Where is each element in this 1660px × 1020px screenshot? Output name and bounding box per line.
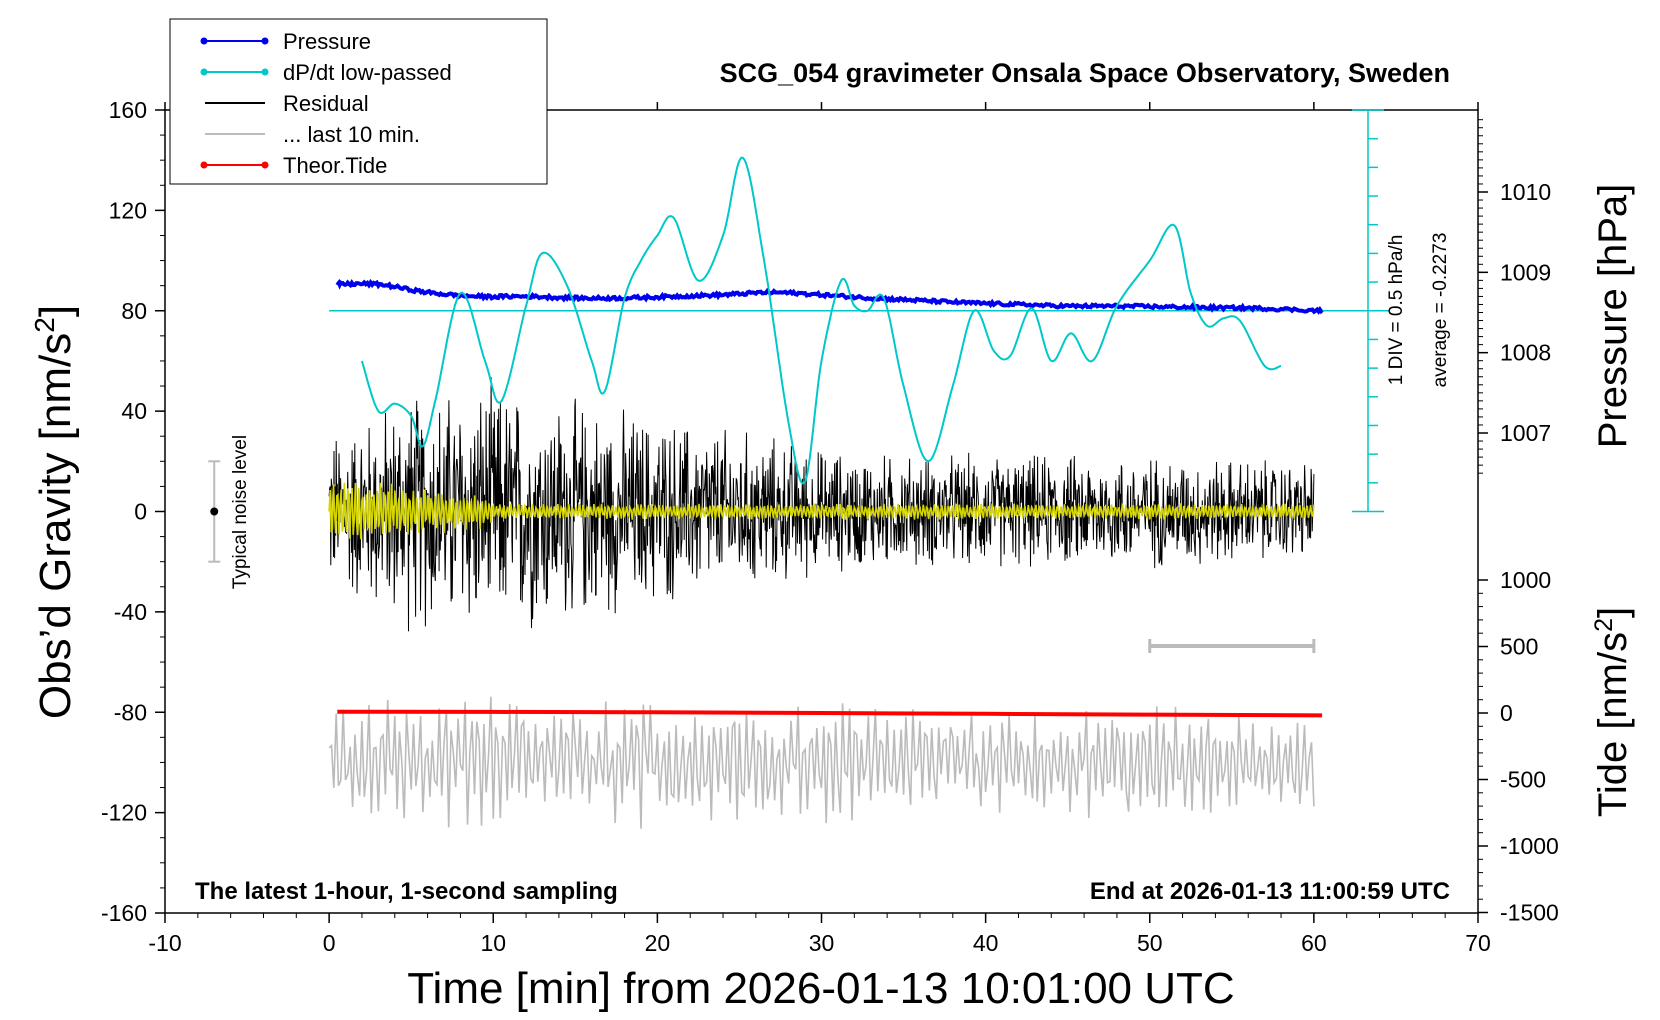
residual-line bbox=[328, 377, 1315, 632]
legend-marker bbox=[261, 37, 269, 45]
dpdt-average-label: average = -0.2273 bbox=[1430, 233, 1451, 388]
legend-label: Residual bbox=[283, 91, 369, 116]
x-tick-label: 70 bbox=[1465, 930, 1491, 956]
y-tick-label: 120 bbox=[109, 197, 147, 223]
pressure-tick-label: 1007 bbox=[1500, 420, 1551, 446]
x-tick-label: 40 bbox=[973, 930, 999, 956]
y-tick-label: 160 bbox=[109, 97, 147, 123]
legend-items: Pressure dP/dt low-passed Residual ... last… bbox=[200, 29, 452, 178]
tide-axis-title: Tide [nm/s2] bbox=[1590, 607, 1635, 817]
smoothed-residual-line bbox=[328, 482, 1315, 540]
legend-box bbox=[169, 18, 548, 185]
legend-label: Pressure bbox=[283, 29, 371, 54]
y-tick-label: 0 bbox=[134, 499, 147, 525]
tide-tick-label: 500 bbox=[1500, 634, 1538, 660]
y-tick-label: 80 bbox=[121, 298, 147, 324]
data-layer bbox=[208, 109, 1390, 829]
pressure-tick-label: 1010 bbox=[1500, 179, 1551, 205]
noise-bar-center bbox=[210, 507, 219, 516]
x-tick-label: 0 bbox=[323, 930, 336, 956]
x-tick-label: -10 bbox=[148, 930, 181, 956]
y-tick-label: 40 bbox=[121, 398, 147, 424]
dpdt-line bbox=[360, 156, 1282, 485]
pressure-line bbox=[335, 278, 1324, 315]
legend-marker bbox=[200, 161, 208, 169]
axes-layer: -10 0 10 20 30 40 50 60 70 -160 -120 -80 -40 0 40 80 120… bbox=[101, 97, 1559, 956]
x-tick-label: 10 bbox=[480, 930, 506, 956]
tide-tick-label: 1000 bbox=[1500, 567, 1551, 593]
legend-label: dP/dt low-passed bbox=[283, 60, 452, 85]
tide-tick-label: 0 bbox=[1500, 700, 1513, 726]
x-axis-title: Time [min] from 2026-01-13 10:01:00 UTC bbox=[407, 964, 1234, 1013]
legend-label: Theor.Tide bbox=[283, 153, 387, 178]
y-tick-label: -160 bbox=[101, 900, 147, 926]
legend-marker bbox=[261, 68, 269, 76]
x-tick-label: 50 bbox=[1137, 930, 1163, 956]
sampling-note: The latest 1-hour, 1-second sampling bbox=[195, 878, 618, 905]
tide-tick-label: -1500 bbox=[1500, 900, 1559, 926]
end-time-note: End at 2026-01-13 11:00:59 UTC bbox=[1090, 878, 1450, 905]
y-tick-label: -40 bbox=[114, 599, 147, 625]
x-tick-label: 20 bbox=[645, 930, 671, 956]
y-axis-title: Obs’d Gravity [nm/s2] bbox=[29, 305, 80, 719]
theoretical-tide-line bbox=[337, 709, 1323, 718]
legend-label: ... last 10 min. bbox=[283, 122, 420, 147]
tide-tick-label: -1000 bbox=[1500, 833, 1559, 859]
x-tick-label: 30 bbox=[809, 930, 835, 956]
legend-marker bbox=[200, 68, 208, 76]
last-10-min-line bbox=[328, 696, 1315, 829]
legend-marker bbox=[261, 161, 269, 169]
dpdt-scale-label: 1 DIV = 0.5 hPa/h bbox=[1386, 235, 1407, 386]
legend-marker bbox=[200, 37, 208, 45]
y-tick-label: -120 bbox=[101, 800, 147, 826]
y-tick-label: -80 bbox=[114, 699, 147, 725]
noise-level-label: Typical noise level bbox=[230, 435, 251, 589]
pressure-tick-label: 1008 bbox=[1500, 340, 1551, 366]
pressure-axis-title: Pressure [hPa] bbox=[1591, 184, 1635, 449]
chart-title: SCG_054 gravimeter Onsala Space Observat… bbox=[720, 58, 1450, 88]
legend: Pressure dP/dt low-passed Residual ... last… bbox=[169, 18, 548, 185]
pressure-tick-label: 1009 bbox=[1500, 259, 1551, 285]
tide-tick-label: -500 bbox=[1500, 767, 1546, 793]
x-tick-label: 60 bbox=[1301, 930, 1327, 956]
